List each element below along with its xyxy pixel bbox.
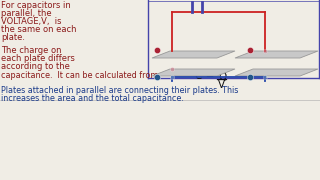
Text: Plates attached in parallel are connecting their plates. This: Plates attached in parallel are connecti… <box>1 86 238 95</box>
Polygon shape <box>235 51 318 58</box>
Text: capacitance.  It can be calculated from,: capacitance. It can be calculated from, <box>1 71 161 80</box>
Text: For capacitors in: For capacitors in <box>1 1 71 10</box>
Text: The charge on: The charge on <box>1 46 61 55</box>
Polygon shape <box>152 69 235 76</box>
Text: parallel, the: parallel, the <box>1 9 52 18</box>
Text: Q: Q <box>218 72 226 82</box>
Text: plate.: plate. <box>1 33 25 42</box>
Text: C =: C = <box>195 71 214 81</box>
Polygon shape <box>152 51 235 58</box>
Text: according to the: according to the <box>1 62 70 71</box>
Text: V: V <box>218 80 225 90</box>
Text: VOLTAGE,V,  is: VOLTAGE,V, is <box>1 17 61 26</box>
Text: the same on each: the same on each <box>1 25 76 34</box>
Text: each plate differs: each plate differs <box>1 54 75 63</box>
Text: increases the area and the total capacitance.: increases the area and the total capacit… <box>1 94 184 103</box>
Polygon shape <box>235 69 318 76</box>
